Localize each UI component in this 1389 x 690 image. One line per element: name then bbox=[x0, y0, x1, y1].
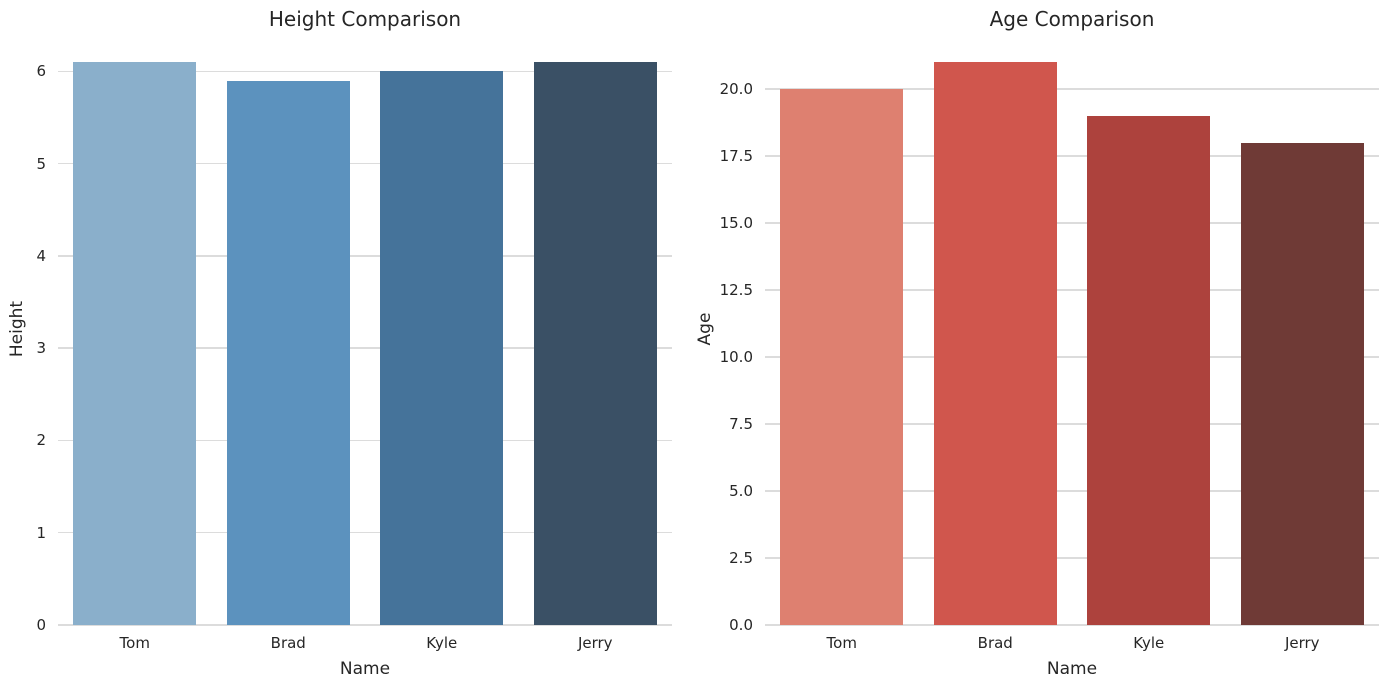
x-tick-label: Brad bbox=[977, 634, 1013, 652]
bar-kyle bbox=[1087, 115, 1211, 625]
bar-tom bbox=[73, 62, 197, 625]
y-tick-label: 3 bbox=[36, 339, 46, 358]
bar-kyle bbox=[380, 71, 504, 625]
bar-jerry bbox=[1240, 142, 1364, 625]
y-tick-label: 15.0 bbox=[719, 213, 753, 232]
gridline bbox=[765, 88, 1379, 90]
y-tick-label: 4 bbox=[36, 246, 46, 265]
x-axis-label: Name bbox=[1046, 659, 1098, 679]
y-tick-label: 6 bbox=[36, 62, 46, 81]
gridline bbox=[58, 255, 672, 257]
x-tick-label: Tom bbox=[119, 634, 150, 652]
gridline bbox=[765, 624, 1379, 626]
gridline bbox=[765, 222, 1379, 224]
y-tick-label: 7.5 bbox=[729, 414, 753, 433]
gridline bbox=[58, 70, 672, 73]
gridline bbox=[765, 557, 1379, 559]
y-tick-label: 2.5 bbox=[729, 548, 753, 567]
y-tick-label: 2 bbox=[36, 431, 46, 450]
y-tick-label: 5 bbox=[36, 154, 46, 173]
x-tick-label: Jerry bbox=[577, 634, 613, 652]
bar-tom bbox=[780, 88, 904, 625]
bar-jerry bbox=[533, 62, 657, 625]
x-tick-label: Kyle bbox=[426, 634, 458, 652]
y-axis-label: Height bbox=[7, 300, 27, 358]
x-tick-label: Brad bbox=[270, 634, 306, 652]
gridline bbox=[765, 289, 1379, 291]
bar-brad bbox=[933, 62, 1057, 625]
y-tick-label: 17.5 bbox=[719, 146, 753, 165]
y-tick-label: 1 bbox=[36, 523, 46, 542]
y-tick-label: 0.0 bbox=[729, 616, 753, 634]
gridline bbox=[58, 439, 672, 442]
chart-title: Height Comparison bbox=[268, 7, 462, 31]
gridline bbox=[765, 155, 1379, 157]
y-tick-label: 10.0 bbox=[719, 347, 753, 366]
bar-brad bbox=[226, 80, 350, 625]
y-tick-label: 5.0 bbox=[729, 481, 753, 500]
gridline bbox=[765, 356, 1379, 358]
chart-title: Age Comparison bbox=[989, 7, 1155, 31]
y-tick-label: 12.5 bbox=[719, 280, 753, 299]
gridline bbox=[58, 624, 672, 626]
y-tick-label: 0 bbox=[36, 616, 46, 634]
gridline bbox=[765, 423, 1379, 425]
x-tick-label: Tom bbox=[826, 634, 857, 652]
gridline bbox=[58, 347, 672, 349]
x-tick-label: Kyle bbox=[1133, 634, 1165, 652]
x-tick-label: Jerry bbox=[1284, 634, 1320, 652]
gridline bbox=[58, 162, 672, 165]
gridline bbox=[58, 531, 672, 534]
x-axis-label: Name bbox=[339, 659, 391, 679]
gridline bbox=[765, 490, 1379, 492]
y-tick-label: 20.0 bbox=[719, 79, 753, 98]
